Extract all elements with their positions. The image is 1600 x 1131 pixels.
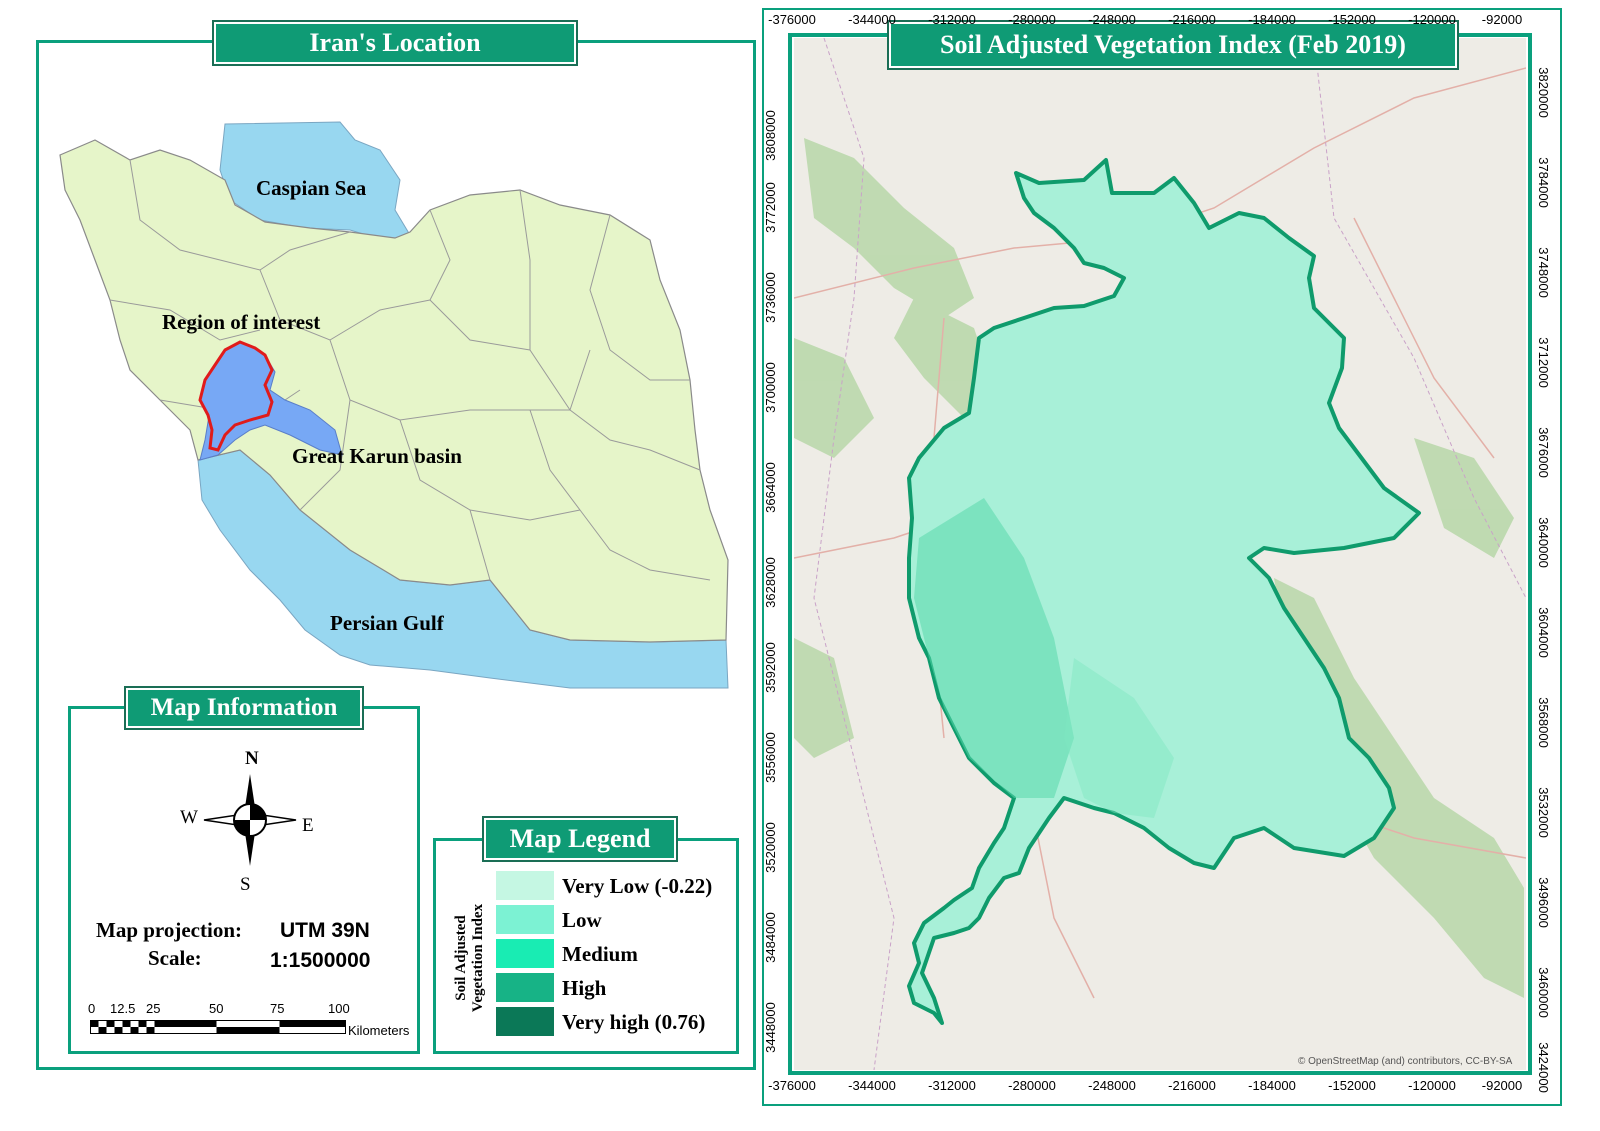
map-attribution: © OpenStreetMap (and) contributors, CC-B… <box>1298 1056 1513 1067</box>
y-tick-left-3: 3736000 <box>762 272 778 323</box>
y-tick-right-3: 3748000 <box>1535 247 1551 298</box>
y-tick-right-12: 3424000 <box>1535 1042 1551 1093</box>
x-tick-top-4: -280000 <box>1008 12 1056 27</box>
map-information-title: Map Information <box>124 686 364 730</box>
caspian-sea-label: Caspian Sea <box>256 176 367 200</box>
map-projection-label: Map projection: <box>96 918 243 942</box>
compass-w: W <box>180 807 198 828</box>
x-tick-bottom-3: -312000 <box>928 1078 976 1093</box>
admin-boundaries <box>813 38 1526 1070</box>
legend-swatch-high <box>496 973 554 1002</box>
great-karun-basin-label: Great Karun basin <box>292 444 462 468</box>
y-tick-right-10: 3496000 <box>1535 877 1551 928</box>
x-tick-bottom-8: -152000 <box>1328 1078 1376 1093</box>
y-tick-right-4: 3712000 <box>1535 337 1551 388</box>
x-tick-bottom-10: -92000 <box>1481 1078 1523 1093</box>
legend-label-very-high: Very high (0.76) <box>562 1010 706 1034</box>
y-tick-left-4: 3700000 <box>762 362 778 413</box>
x-tick-top-8: -152000 <box>1328 12 1376 27</box>
legend-swatch-very-low <box>496 871 554 900</box>
scale-tick-12-5: 12.5 <box>110 1001 136 1016</box>
y-tick-left-7: 3592000 <box>762 642 778 693</box>
y-tick-left-8: 3556000 <box>762 732 778 783</box>
y-tick-right-6: 3640000 <box>1535 517 1551 568</box>
map-projection-value: UTM 39N <box>280 919 370 942</box>
x-tick-bottom-5: -248000 <box>1088 1078 1136 1093</box>
compass-e: E <box>302 815 314 836</box>
x-tick-top-9: -120000 <box>1408 12 1456 27</box>
x-tick-top-5: -248000 <box>1088 12 1136 27</box>
province-borders <box>109 159 711 581</box>
map-legend-title: Map Legend <box>482 816 678 862</box>
scale-tick-75: 75 <box>270 1001 285 1016</box>
y-tick-right-7: 3604000 <box>1535 607 1551 658</box>
x-tick-bottom-9: -120000 <box>1408 1078 1456 1093</box>
map-legend-panel <box>433 838 739 1054</box>
savi-map <box>794 38 1526 1070</box>
x-tick-bottom-2: -344000 <box>848 1078 896 1093</box>
x-tick-top-7: -184000 <box>1248 12 1296 27</box>
savi-map-title: Soil Adjusted Vegetation Index (Feb 2019… <box>887 20 1459 70</box>
y-tick-right-1: 3820000 <box>1535 67 1551 118</box>
y-tick-left-11: 3448000 <box>762 1002 778 1053</box>
y-tick-left-6: 3628000 <box>762 557 778 608</box>
y-tick-left-1: 3808000 <box>762 110 778 161</box>
legend-label-low: Low <box>562 908 602 932</box>
region-of-interest-label: Region of interest <box>162 310 321 334</box>
persian-gulf-label: Persian Gulf <box>330 611 444 635</box>
compass-n: N <box>245 748 259 769</box>
x-tick-top-6: -216000 <box>1168 12 1216 27</box>
x-tick-top-10: -92000 <box>1481 12 1523 27</box>
scale-tick-50: 50 <box>209 1001 224 1016</box>
y-tick-left-9: 3520000 <box>762 822 778 873</box>
high-vegetation-zone <box>914 498 1074 798</box>
y-tick-right-8: 3568000 <box>1535 697 1551 748</box>
scale-label: Scale: <box>148 946 202 970</box>
legend-swatch-medium <box>496 939 554 968</box>
y-tick-left-5: 3664000 <box>762 462 778 513</box>
legend-label-high: High <box>562 976 607 1000</box>
y-tick-right-9: 3532000 <box>1535 787 1551 838</box>
legend-swatch-very-high <box>496 1007 554 1036</box>
legend-label-medium: Medium <box>562 942 638 966</box>
compass-s: S <box>240 874 251 895</box>
scale-value: 1:1500000 <box>270 949 371 972</box>
medium-vegetation-zone <box>1064 658 1174 818</box>
iran-location-title: Iran's Location <box>212 20 578 66</box>
x-tick-top-1: -376000 <box>768 12 816 27</box>
legend-swatch-low <box>496 905 554 934</box>
y-tick-right-5: 3676000 <box>1535 427 1551 478</box>
savi-basin-area <box>907 158 1421 1025</box>
x-tick-bottom-7: -184000 <box>1248 1078 1296 1093</box>
scale-tick-100: 100 <box>328 1001 350 1016</box>
compass-rose-icon <box>203 774 297 866</box>
iran-land <box>59 139 729 643</box>
y-tick-right-2: 3784000 <box>1535 157 1551 208</box>
y-tick-left-2: 3772000 <box>762 182 778 233</box>
iran-map <box>59 121 729 689</box>
y-tick-right-11: 3460000 <box>1535 967 1551 1018</box>
scale-tick-25: 25 <box>146 1001 161 1016</box>
x-tick-top-3: -312000 <box>928 12 976 27</box>
region-of-interest-outline <box>198 340 274 452</box>
scale-unit: Kilometers <box>348 1023 410 1038</box>
x-tick-bottom-4: -280000 <box>1008 1078 1056 1093</box>
legend-axis-title: Soil Adjusted Vegetation Index <box>453 903 486 1013</box>
x-tick-bottom-6: -216000 <box>1168 1078 1216 1093</box>
x-tick-top-2: -344000 <box>848 12 896 27</box>
forest-areas <box>794 138 1524 998</box>
scale-bar <box>90 1020 346 1034</box>
map-information-panel <box>68 706 420 1054</box>
scale-tick-0: 0 <box>88 1001 96 1016</box>
y-tick-left-10: 3484000 <box>762 912 778 963</box>
x-tick-bottom-1: -376000 <box>768 1078 816 1093</box>
legend-label-very-low: Very Low (-0.22) <box>562 874 713 898</box>
